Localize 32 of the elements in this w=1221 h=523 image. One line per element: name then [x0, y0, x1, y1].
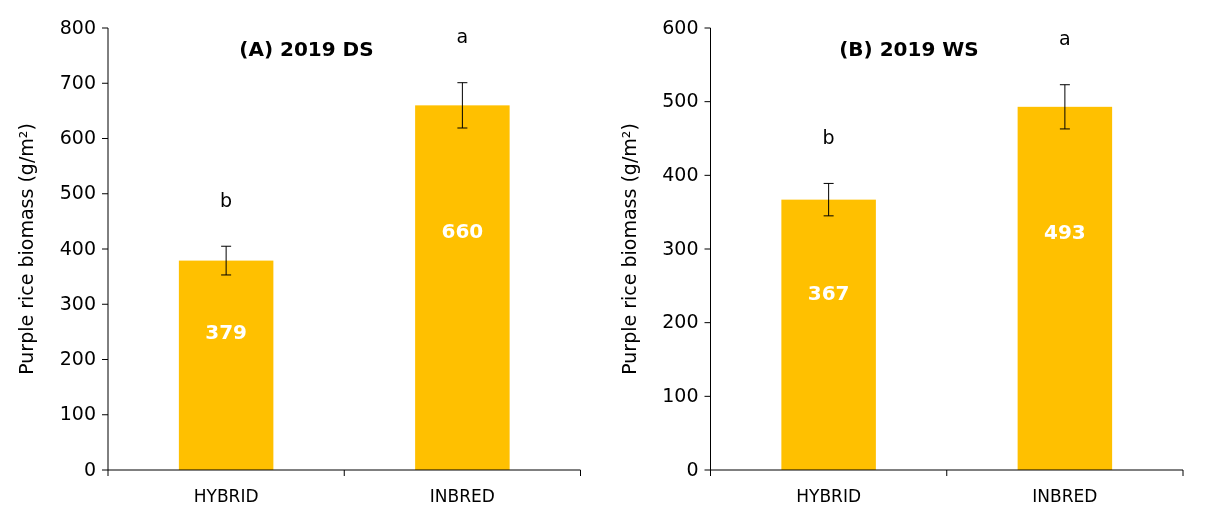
y-tick-label: 100: [59, 402, 96, 425]
annotation: b: [220, 188, 233, 211]
y-axis-title: Purple rice biomass (g/m²): [617, 123, 640, 375]
y-tick-label: 100: [662, 383, 699, 406]
y-tick-label: 400: [59, 236, 96, 259]
annotation: a: [1059, 27, 1071, 50]
x-tick-label: HYBRID: [796, 486, 861, 506]
x-tick-label: INBRED: [1032, 486, 1098, 506]
y-tick-label: 0: [83, 457, 96, 480]
x-tick-label: INBRED: [429, 486, 495, 506]
y-tick-label: 400: [662, 162, 699, 185]
x-tick-label: HYBRID: [193, 486, 259, 506]
y-tick-label: 200: [59, 347, 96, 369]
y-tick-label: 800: [59, 15, 96, 38]
y-tick-label: 200: [662, 310, 699, 333]
y-tick-label: 500: [662, 89, 699, 112]
annotation: b: [822, 125, 835, 148]
data-label: 493: [1044, 220, 1086, 245]
y-tick-label: 500: [59, 181, 96, 204]
data-label: 660: [441, 219, 484, 244]
data-label: 379: [205, 320, 247, 345]
y-tick-label: 0: [686, 457, 699, 480]
y-axis-title: Purple rice biomass (g/m²): [15, 123, 37, 375]
y-tick-label: 300: [662, 236, 699, 259]
data-label: 367: [807, 280, 850, 305]
text: (B) 2019 WS: [839, 37, 979, 61]
y-tick-label: 600: [59, 126, 96, 148]
text: (A) 2019 DS: [239, 37, 374, 61]
y-tick-label: 700: [59, 70, 96, 93]
y-tick-label: 300: [59, 291, 96, 314]
annotation: a: [456, 25, 469, 48]
y-tick-label: 600: [662, 15, 699, 38]
